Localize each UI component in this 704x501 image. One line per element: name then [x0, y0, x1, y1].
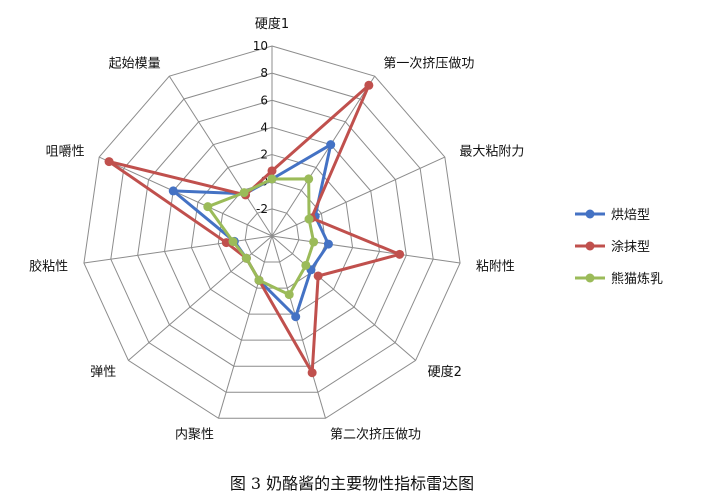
data-point	[267, 174, 277, 184]
grid-ring-8	[110, 72, 434, 393]
tick-label: 8	[260, 66, 268, 80]
data-point	[203, 202, 213, 212]
axis-label: 内聚性	[175, 427, 214, 443]
data-point	[304, 174, 314, 184]
tick-label: 2	[260, 148, 268, 162]
tick-label: 4	[260, 120, 268, 134]
tick-label: 10	[253, 39, 268, 53]
axis-label: 起始模量	[109, 57, 161, 72]
data-point	[304, 214, 314, 224]
series-2	[203, 174, 319, 300]
axis-label: 胶粘性	[29, 258, 68, 274]
tick-label: 6	[260, 93, 268, 107]
legend-label: 熊猫炼乳	[611, 271, 663, 287]
tick-label: -2	[256, 202, 268, 216]
data-point	[309, 237, 319, 247]
legend-label: 涂抹型	[611, 239, 650, 255]
legend-label: 烘焙型	[611, 208, 650, 223]
legend-swatch-marker	[585, 273, 595, 283]
series-line	[171, 143, 333, 319]
data-point	[364, 80, 374, 90]
data-point	[228, 237, 238, 247]
data-point	[104, 157, 114, 167]
data-point	[395, 249, 405, 259]
radar-series	[104, 80, 405, 378]
data-point	[241, 253, 251, 263]
spoke-2	[271, 156, 446, 237]
axis-label: 硬度1	[255, 16, 289, 32]
data-point	[291, 312, 301, 322]
axis-label: 粘附性	[476, 259, 515, 274]
data-point	[326, 140, 336, 150]
series-line	[107, 83, 402, 375]
grid-ring-10	[83, 45, 461, 419]
data-point	[307, 368, 317, 378]
legend-item: 涂抹型	[575, 239, 650, 255]
axis-label: 第二次挤压做功	[330, 427, 421, 443]
grid-ring-4	[164, 126, 380, 341]
spoke-7	[128, 235, 273, 361]
spoke-8	[83, 235, 273, 264]
data-point	[221, 238, 231, 248]
spoke-6	[217, 235, 273, 419]
series-line	[206, 177, 316, 297]
series-1	[104, 80, 405, 378]
figure-caption: 图 3 奶酪酱的主要物性指标雷达图	[229, 474, 475, 493]
spoke-10	[168, 75, 273, 237]
data-point	[323, 239, 333, 249]
spoke-3	[271, 235, 461, 264]
data-point	[239, 188, 249, 198]
grid-ring--2	[244, 208, 300, 263]
spoke-4	[271, 235, 416, 361]
data-point	[267, 166, 277, 176]
radar-spokes	[83, 46, 461, 419]
data-point	[168, 186, 178, 196]
axis-label: 第一次挤压做功	[383, 56, 474, 72]
grid-ring-2	[190, 154, 354, 315]
axis-label: 最大粘附力	[459, 144, 524, 159]
axis-label: 咀嚼性	[46, 144, 85, 159]
grid-ring-6	[137, 99, 407, 367]
legend-swatch-marker	[585, 241, 595, 251]
spoke-1	[271, 75, 376, 237]
legend-item: 烘焙型	[575, 208, 650, 223]
legend-item: 熊猫炼乳	[575, 271, 663, 287]
axis-label: 硬度2	[428, 364, 462, 380]
data-point	[313, 271, 323, 281]
legend-swatch-marker	[585, 209, 595, 219]
data-point	[254, 275, 264, 285]
axis-label: 弹性	[90, 365, 116, 380]
spoke-9	[98, 156, 273, 237]
data-point	[301, 260, 311, 270]
data-point	[284, 290, 294, 300]
spoke-5	[271, 235, 327, 419]
